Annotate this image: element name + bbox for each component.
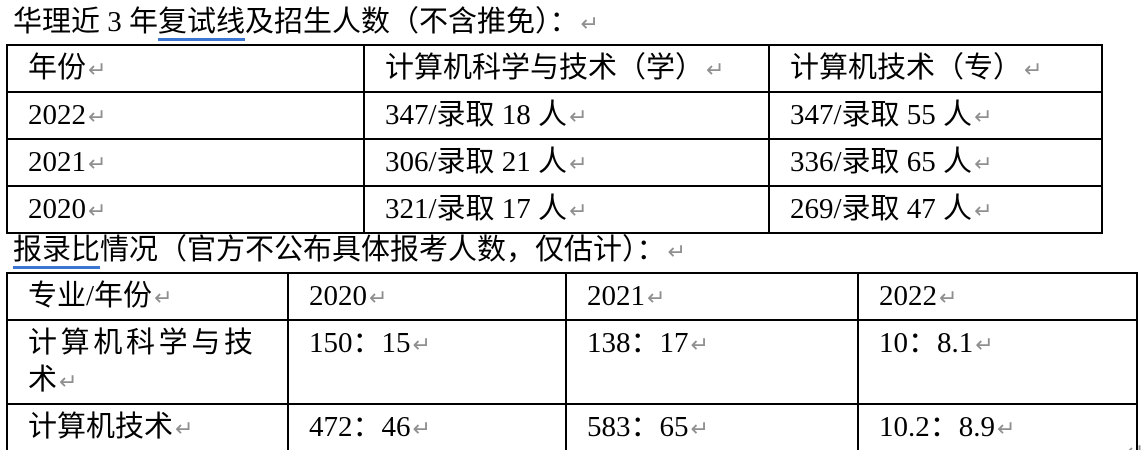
cell-text: 269/录取 47 人 [790,193,973,225]
cell-text: 年份 [28,52,87,84]
cell-text: 2021 [587,280,645,312]
cell-text: 计算机技术（专） [790,52,1023,84]
table-cell: 347/录取 18 人↵ [363,91,770,140]
table-header-row: 年份↵ 计算机科学与技术（学）↵ 计算机技术（专）↵ [6,44,1103,93]
table-header-cell: 专业/年份↵ [6,272,289,321]
admission-table-body: 年份↵ 计算机科学与技术（学）↵ 计算机技术（专）↵ 2022↵ 347/录取 18 人… [6,44,1103,234]
paragraph-mark-icon: ↵ [997,417,1016,442]
heading-admission-lines: 华理近 3 年复试线及招生人数（不含推免）：↵ [13,2,599,45]
table-cell: 计算机科学与技术↵ [6,319,289,405]
cell-text: 专业/年份 [28,280,153,312]
cell-text: 583：65 [587,411,689,443]
paragraph-mark-icon: ↵ [974,105,993,130]
paragraph-mark-icon: ↵ [88,58,107,83]
paragraph-mark-icon: ↵ [412,417,431,442]
paragraph-mark-icon: ↵ [175,417,194,442]
paragraph-mark-icon: ↵ [88,199,107,224]
cell-text: 138：17 [587,327,689,359]
paragraph-mark-icon: ↵ [59,370,78,395]
cell-text: 2022 [28,99,86,131]
paragraph-mark-icon: ↵ [1126,440,1144,450]
paragraph-mark-icon: ↵ [369,286,388,311]
paragraph-mark-icon: ↵ [1024,58,1043,83]
table-header-cell: 2022↵ [857,272,1138,321]
cell-text: 计算机科学与技术 [28,327,253,396]
cell-text: 336/录取 65 人 [790,146,973,178]
paragraph-mark-icon: ↵ [154,286,173,311]
table-header-cell: 2020↵ [287,272,567,321]
cell-text: 2021 [28,146,86,178]
table-row: 计算机科学与技术↵ 150：15↵ 138：17↵ 10：8.1↵ [6,319,1138,405]
heading-text: 情况（官方不公布具体报考人数，仅估计）： [100,234,666,266]
paragraph-mark-icon: ↵ [974,152,993,177]
table-row: 2020↵ 321/录取 17 人↵ 269/录取 47 人↵ [6,185,1103,234]
paragraph-mark-icon: ↵ [569,152,588,177]
paragraph-mark-icon: ↵ [974,199,993,224]
table-cell: 347/录取 55 人↵ [768,91,1103,140]
table-row: 2022↵ 347/录取 18 人↵ 347/录取 55 人↵ [6,91,1103,140]
ratio-table-body: 专业/年份↵ 2020↵ 2021↵ 2022↵ 计算机科学与技术↵ 150：15↵ 138… [6,272,1138,450]
underlined-term: 报录比 [13,234,101,269]
cell-text: 347/录取 55 人 [790,99,973,131]
heading-text: 华理近 3 年 [13,6,159,38]
table-cell: 472：46↵ [287,403,567,450]
heading-text: 及招生人数（不含推免）： [245,6,579,38]
table-cell: 321/录取 17 人↵ [363,185,770,234]
table-cell: 306/录取 21 人↵ [363,138,770,187]
cell-text: 347/录取 18 人 [385,99,568,131]
paragraph-mark-icon: ↵ [88,152,107,177]
cell-text: 306/录取 21 人 [385,146,568,178]
table-cell: 10：8.1↵ [857,319,1138,405]
table-row: 计算机技术↵ 472：46↵ 583：65↵ 10.2：8.9↵ [6,403,1138,450]
paragraph-mark-icon: ↵ [939,286,958,311]
table-cell: 2020↵ [6,185,365,234]
apply-admit-ratio-table: 专业/年份↵ 2020↵ 2021↵ 2022↵ 计算机科学与技术↵ 150：15↵ 138… [6,272,1138,450]
paragraph-mark-icon: ↵ [706,58,725,83]
paragraph-mark-icon: ↵ [412,333,431,358]
paragraph-mark-icon: ↵ [975,333,994,358]
table-header-row: 专业/年份↵ 2020↵ 2021↵ 2022↵ [6,272,1138,321]
table-cell: 2022↵ [6,91,365,140]
table-cell: 10.2：8.9↵ [857,403,1138,450]
admission-score-table: 年份↵ 计算机科学与技术（学）↵ 计算机技术（专）↵ 2022↵ 347/录取 18 人… [6,44,1103,234]
underlined-term: 复试线 [158,6,246,41]
cell-text: 321/录取 17 人 [385,193,568,225]
table-cell: 269/录取 47 人↵ [768,185,1103,234]
paragraph-mark-icon: ↵ [88,105,107,130]
table-row: 2021↵ 306/录取 21 人↵ 336/录取 65 人↵ [6,138,1103,187]
cell-text: 2020 [28,193,86,225]
cell-text: 2022 [879,280,937,312]
cell-text: 2020 [309,280,367,312]
cell-text: 10.2：8.9 [879,411,996,443]
table-cell: 2021↵ [6,138,365,187]
heading-ratio: 报录比情况（官方不公布具体报考人数，仅估计）：↵ [13,230,686,273]
paragraph-mark-icon: ↵ [569,199,588,224]
cell-text: 计算机科学与技术（学） [385,52,705,84]
cell-text: 472：46 [309,411,411,443]
table-cell: 150：15↵ [287,319,567,405]
paragraph-mark-icon: ↵ [647,286,666,311]
paragraph-mark-icon: ↵ [667,240,686,265]
table-header-cell: 2021↵ [565,272,859,321]
table-cell: 583：65↵ [565,403,859,450]
table-header-cell: 年份↵ [6,44,365,93]
paragraph-mark-icon: ↵ [690,417,709,442]
paragraph-mark-icon: ↵ [690,333,709,358]
cell-text: 计算机技术 [28,411,174,443]
cell-text: 10：8.1 [879,327,974,359]
table-cell: 336/录取 65 人↵ [768,138,1103,187]
cell-text: 150：15 [309,327,411,359]
table-cell: 计算机技术↵ [6,403,289,450]
table-cell: 138：17↵ [565,319,859,405]
table-header-cell: 计算机技术（专）↵ [768,44,1103,93]
table-header-cell: 计算机科学与技术（学）↵ [363,44,770,93]
paragraph-mark-icon: ↵ [569,105,588,130]
paragraph-mark-icon: ↵ [580,12,599,37]
